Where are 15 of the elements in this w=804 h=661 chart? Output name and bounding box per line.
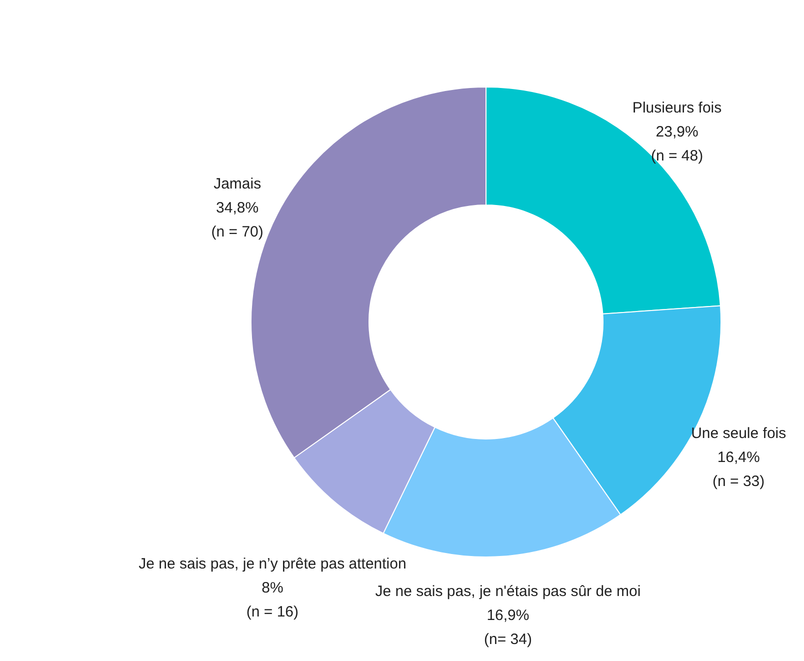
- data-label: 8%: [262, 580, 284, 597]
- data-label: 16,9%: [486, 607, 530, 624]
- slice-label: Jamais: [214, 175, 262, 192]
- text: (n = 48): [650, 147, 704, 164]
- data-label: 23,9%: [656, 123, 698, 140]
- text: (n = 33): [712, 472, 765, 490]
- slice-label: Plusieurs fois: [632, 99, 722, 116]
- text: (n = 70): [211, 223, 264, 240]
- slice-label: Une seule fois: [691, 424, 786, 442]
- slice-label: Je ne sais pas, je n’y prête pas attention: [138, 556, 406, 573]
- data-label: 34,8%: [216, 199, 259, 216]
- text: (n = 16): [246, 604, 299, 621]
- slice-label: Je ne sais pas, je n'étais pas sûr de moi: [375, 583, 641, 600]
- data-label: 16,4%: [717, 448, 760, 466]
- text: (n= 34): [484, 631, 532, 648]
